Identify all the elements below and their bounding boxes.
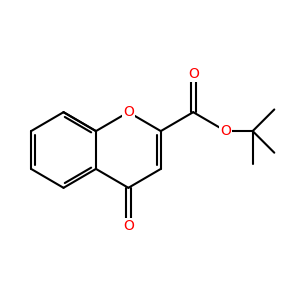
Text: O: O xyxy=(123,219,134,233)
Text: O: O xyxy=(188,67,199,81)
Text: O: O xyxy=(123,105,134,119)
Text: O: O xyxy=(220,124,231,138)
